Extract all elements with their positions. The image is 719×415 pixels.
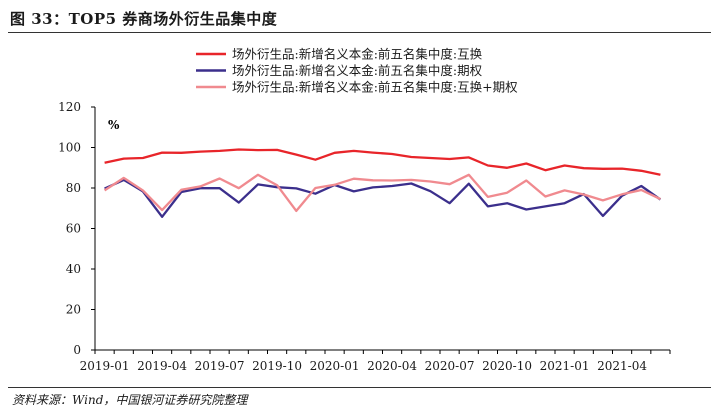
legend-item: 场外衍生品:新增名义本金:前五名集中度:期权 bbox=[196, 63, 483, 78]
x-tick-label: 2020-10 bbox=[482, 359, 532, 373]
legend-item: 场外衍生品:新增名义本金:前五名集中度:互换 bbox=[196, 47, 483, 62]
series-line bbox=[103, 173, 661, 213]
y-tick-label: 80 bbox=[66, 181, 81, 195]
y-tick-label: 40 bbox=[66, 262, 81, 276]
x-tick-label: 2021-04 bbox=[597, 359, 647, 373]
x-tick-label: 2019-10 bbox=[252, 359, 302, 373]
series-line bbox=[104, 178, 662, 218]
legend: 场外衍生品:新增名义本金:前五名集中度:互换场外衍生品:新增名义本金:前五名集中… bbox=[196, 47, 518, 95]
x-tick-label: 2019-01 bbox=[80, 359, 130, 373]
series-line bbox=[104, 148, 661, 176]
line-chart: 场外衍生品:新增名义本金:前五名集中度:互换场外衍生品:新增名义本金:前五名集中… bbox=[58, 47, 671, 373]
y-tick-label: 0 bbox=[73, 343, 81, 357]
x-tick-label: 2020-07 bbox=[425, 359, 475, 373]
x-tick-label: 2020-01 bbox=[310, 359, 360, 373]
title-divider bbox=[8, 32, 711, 33]
y-tick-label: 100 bbox=[58, 141, 81, 155]
y-tick-label: 20 bbox=[66, 303, 81, 317]
legend-label: 场外衍生品:新增名义本金:前五名集中度:互换+期权 bbox=[232, 80, 518, 95]
figure-title: 图 33：TOP5 券商场外衍生品集中度 bbox=[10, 10, 278, 28]
x-tick-label: 2019-04 bbox=[137, 359, 187, 373]
y-tick-label: 120 bbox=[58, 100, 81, 114]
x-tick-label: 2021-01 bbox=[540, 359, 590, 373]
source-divider bbox=[8, 387, 711, 388]
legend-item: 场外衍生品:新增名义本金:前五名集中度:互换+期权 bbox=[196, 80, 518, 95]
legend-label: 场外衍生品:新增名义本金:前五名集中度:互换 bbox=[232, 47, 483, 62]
y-axis-unit-label: % bbox=[108, 118, 120, 132]
legend-label: 场外衍生品:新增名义本金:前五名集中度:期权 bbox=[232, 63, 483, 78]
axes: 0 20 40 60 80 100 120 2019-01 2019-04 2019-07 2019… bbox=[58, 100, 671, 373]
source-note: 资料来源：Wind，中国银河证券研究院整理 bbox=[12, 393, 248, 407]
y-tick-label: 60 bbox=[66, 222, 81, 236]
x-tick-label: 2019-07 bbox=[195, 359, 245, 373]
series-layer bbox=[103, 148, 662, 218]
x-tick-label: 2020-04 bbox=[367, 359, 417, 373]
